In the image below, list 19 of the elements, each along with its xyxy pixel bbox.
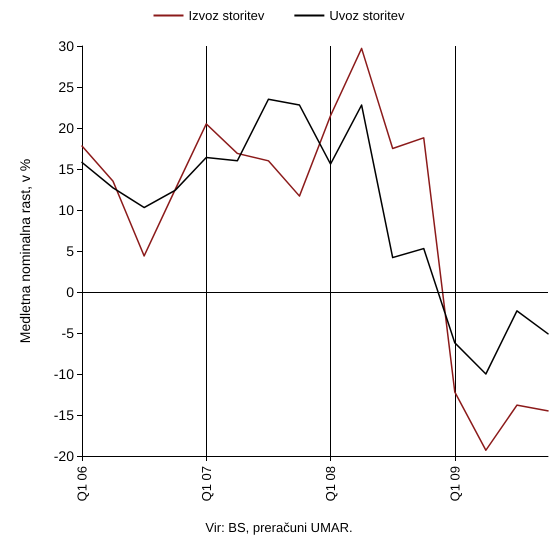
y-tick-label: 10 bbox=[58, 202, 74, 218]
y-tick-label: 25 bbox=[58, 79, 74, 95]
text: Vir: BS, preračuni UMAR. bbox=[205, 520, 353, 535]
y-axis-title: Medletna nominalna rast, v % bbox=[17, 158, 33, 344]
x-tick-label: Q1 09 bbox=[447, 466, 462, 502]
y-tick-label: -5 bbox=[62, 325, 74, 341]
legend-label: Izvoz storitev bbox=[188, 8, 265, 23]
y-tick-label: -15 bbox=[54, 407, 74, 423]
x-tick-label: Q1 07 bbox=[198, 466, 214, 502]
y-tick-label: 0 bbox=[66, 284, 74, 300]
y-tick-label: 5 bbox=[66, 243, 74, 259]
legend-label: Uvoz storitev bbox=[329, 8, 405, 23]
y-tick-label: -20 bbox=[54, 448, 74, 464]
y-tick-label: 20 bbox=[58, 120, 74, 136]
x-tick-label: Q1 08 bbox=[323, 466, 338, 502]
y-tick-label: -10 bbox=[54, 366, 74, 382]
y-tick-label: 15 bbox=[58, 161, 74, 177]
x-tick-label: Q1 06 bbox=[74, 466, 90, 502]
y-tick-label: 30 bbox=[58, 38, 74, 54]
